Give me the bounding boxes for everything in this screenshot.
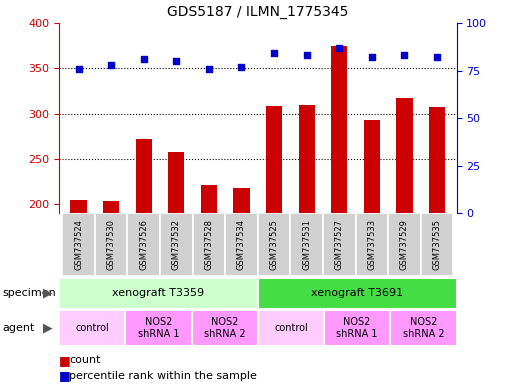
Text: NOS2
shRNA 2: NOS2 shRNA 2 [403,317,444,339]
Bar [323,213,356,276]
Text: xenograft T3359: xenograft T3359 [112,288,205,298]
Text: count: count [69,355,101,365]
Point [205,66,213,72]
Text: ▶: ▶ [43,321,52,334]
Text: agent: agent [3,323,35,333]
Bar [192,213,225,276]
Text: control: control [75,323,109,333]
Text: percentile rank within the sample: percentile rank within the sample [69,371,257,381]
Text: GSM737530: GSM737530 [107,219,115,270]
Text: ■: ■ [59,369,71,382]
Bar [429,107,445,213]
Point [74,66,83,72]
Bar [324,310,390,346]
Text: GSM737533: GSM737533 [367,219,377,270]
Bar [135,139,152,213]
Title: GDS5187 / ILMN_1775345: GDS5187 / ILMN_1775345 [167,5,348,19]
Point [433,54,441,60]
Bar [233,188,250,213]
Bar [62,213,95,276]
Bar [103,201,120,213]
Text: ■: ■ [59,354,71,367]
Text: GSM737529: GSM737529 [400,219,409,270]
Bar [356,213,388,276]
Bar [266,106,282,213]
Text: GSM737524: GSM737524 [74,219,83,270]
Text: GSM737534: GSM737534 [237,219,246,270]
Bar [364,120,380,213]
Bar [59,310,125,346]
Bar [299,106,315,213]
Point [140,56,148,62]
Bar [258,310,324,346]
Text: GSM737531: GSM737531 [302,219,311,270]
Text: NOS2
shRNA 1: NOS2 shRNA 1 [137,317,179,339]
Bar [258,213,290,276]
Bar [290,213,323,276]
Bar [70,200,87,213]
Text: ▶: ▶ [43,287,52,300]
Text: GSM737535: GSM737535 [432,219,442,270]
Bar [127,213,160,276]
Bar [95,213,127,276]
Point [368,54,376,60]
Text: specimen: specimen [3,288,56,298]
Bar [191,310,258,346]
Point [238,64,246,70]
Bar [421,213,453,276]
Text: control: control [274,323,308,333]
Bar [258,278,457,309]
Text: xenograft T3691: xenograft T3691 [311,288,403,298]
Point [400,52,408,58]
Point [172,58,181,64]
Point [335,45,343,51]
Point [270,50,278,56]
Bar [168,152,185,213]
Text: GSM737525: GSM737525 [269,219,279,270]
Bar [388,213,421,276]
Bar [331,46,347,213]
Bar [160,213,192,276]
Point [303,52,311,58]
Bar [59,278,258,309]
Text: NOS2
shRNA 2: NOS2 shRNA 2 [204,317,245,339]
Text: GSM737527: GSM737527 [335,219,344,270]
Point [107,62,115,68]
Bar [225,213,258,276]
Text: GSM737526: GSM737526 [139,219,148,270]
Bar [201,185,217,213]
Bar [125,310,191,346]
Text: GSM737532: GSM737532 [172,219,181,270]
Bar [390,310,457,346]
Bar [396,98,412,213]
Text: GSM737528: GSM737528 [204,219,213,270]
Text: NOS2
shRNA 1: NOS2 shRNA 1 [337,317,378,339]
